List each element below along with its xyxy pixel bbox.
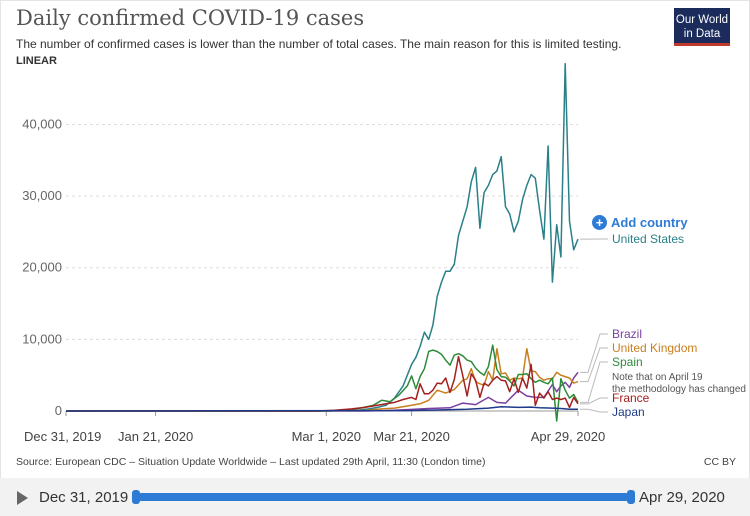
leader-line [580, 408, 608, 413]
add-country-button[interactable]: + Add country [592, 215, 688, 230]
timeline-end-handle[interactable] [627, 490, 635, 504]
series-line-japan [65, 405, 578, 412]
series-line-united-states [66, 62, 579, 412]
series-label-france: France [612, 391, 650, 405]
y-tick-label: 30,000 [22, 188, 62, 203]
timeline-start-handle[interactable] [132, 490, 140, 504]
chart-title: Daily confirmed COVID-19 cases [16, 6, 365, 30]
owid-logo[interactable]: Our World in Data [674, 8, 730, 46]
y-tick-label: 40,000 [22, 116, 62, 131]
gridlines [66, 123, 578, 412]
y-tick-label: 0 [55, 403, 62, 418]
timeline-start-label: Dec 31, 2019 [39, 489, 129, 506]
logo-line-1: Our World [675, 14, 729, 26]
series-label-united-states: United States [612, 232, 684, 246]
line-chart: 0 10,000 20,000 30,000 40,000 Dec 31, 2019 Ja… [22, 62, 746, 444]
y-axis: 0 10,000 20,000 30,000 40,000 [22, 116, 62, 418]
x-tick-label: Apr 29, 2020 [531, 429, 605, 444]
x-tick-label: Mar 1, 2020 [292, 429, 361, 444]
source-note: Source: European CDC – Situation Update … [16, 456, 486, 468]
chart-subtitle: The number of confirmed cases is lower t… [16, 37, 622, 51]
x-tick-label: Jan 21, 2020 [118, 429, 193, 444]
leader-line [580, 397, 608, 405]
play-icon[interactable] [17, 491, 28, 505]
annotation-note: Note that on April 19 the methodology has… [612, 372, 746, 395]
series-label-brazil: Brazil [612, 327, 642, 341]
timeline-bar: Dec 31, 2019 Apr 29, 2020 [0, 478, 750, 516]
series-line-brazil [66, 371, 579, 412]
leader-line [580, 361, 608, 403]
leader-line [580, 347, 608, 383]
scale-toggle[interactable]: LINEAR [16, 55, 57, 67]
x-tick-label: Mar 21, 2020 [373, 429, 450, 444]
plus-icon: + [592, 215, 607, 230]
series-line-spain [66, 344, 579, 422]
x-tick-label: Dec 31, 2019 [24, 429, 101, 444]
leader-line [580, 333, 608, 373]
logo-line-2: in Data [683, 28, 721, 40]
annotation-line: the methodology has changed [612, 384, 746, 395]
x-axis: Dec 31, 2019 Jan 21, 2020 Mar 1, 2020 Mar 2… [24, 411, 605, 444]
y-tick-label: 20,000 [22, 260, 62, 275]
series-label-united-kingdom: United Kingdom [612, 341, 697, 355]
y-tick-label: 10,000 [22, 331, 62, 346]
annotation-line: Note that on April 19 [612, 372, 703, 383]
series-label-japan: Japan [612, 405, 645, 419]
series-label-spain: Spain [612, 355, 643, 369]
series-lines [65, 62, 579, 422]
series-line-france [66, 355, 579, 412]
timeline-range-track[interactable] [137, 493, 630, 501]
license-link[interactable]: CC BY [703, 456, 736, 468]
add-country-label: Add country [611, 215, 688, 230]
timeline-end-label: Apr 29, 2020 [639, 489, 725, 506]
